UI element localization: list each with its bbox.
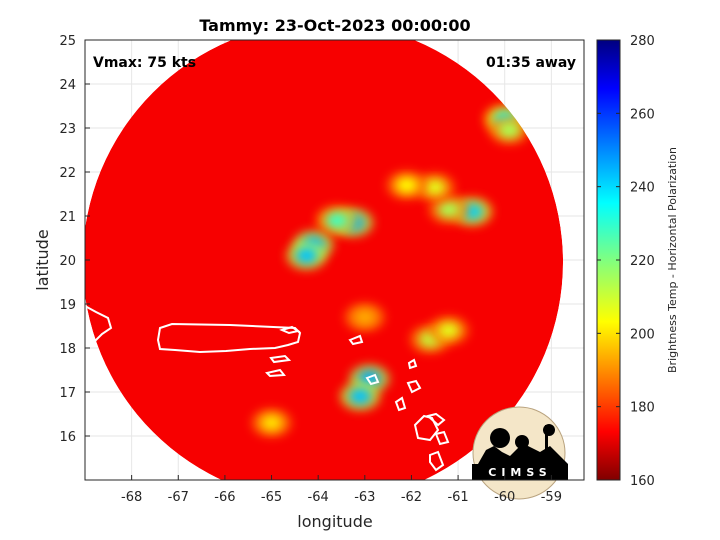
cold-feature <box>353 309 376 326</box>
y-tick-label: 21 <box>59 210 76 225</box>
x-tick-label: -63 <box>354 490 375 505</box>
cold-feature <box>498 122 521 139</box>
cold-feature <box>437 201 460 218</box>
cold-feature <box>295 247 318 264</box>
x-tick-label: -60 <box>494 490 515 505</box>
x-tick-label: -66 <box>214 490 235 505</box>
y-tick-label: 24 <box>59 78 76 93</box>
colorbar-tick-label: 260 <box>630 107 655 122</box>
y-tick-label: 23 <box>59 122 76 137</box>
x-tick-label: -64 <box>308 490 329 505</box>
coastline-hispaniola-tip <box>85 305 113 343</box>
x-axis-ticks: -68 -67 -66 -65 -64 -63 -62 -61 -60 -59 <box>121 475 562 505</box>
y-tick-label: 25 <box>59 34 76 49</box>
y-tick-label: 19 <box>59 298 76 313</box>
x-axis-label: longitude <box>297 512 372 531</box>
colorbar-tick-label: 180 <box>630 401 655 416</box>
cold-feature <box>325 212 348 229</box>
colorbar-tick-label: 160 <box>630 474 655 489</box>
x-tick-label: -59 <box>541 490 562 505</box>
coastlines <box>85 305 450 472</box>
colorbar-tick-label: 240 <box>630 181 655 196</box>
time-away-annotation: 01:35 away <box>486 55 576 71</box>
y-axis-ticks: 16 17 18 19 20 21 22 23 24 25 <box>59 34 90 445</box>
y-tick-label: 18 <box>59 342 76 357</box>
y-axis-label: latitude <box>33 229 52 290</box>
chart-title: Tammy: 23-Oct-2023 00:00:00 <box>199 16 470 35</box>
cold-features <box>251 105 530 437</box>
x-tick-label: -61 <box>447 490 468 505</box>
logo-text: CIMSS <box>488 466 551 479</box>
y-tick-label: 16 <box>59 430 76 445</box>
colorbar-label: Brightness Temp - Horizontal Polarizatio… <box>666 147 679 373</box>
colorbar-ticks: 160 180 200 220 240 260 280 <box>597 34 655 489</box>
cold-feature <box>349 388 372 405</box>
x-tick-label: -62 <box>401 490 422 505</box>
cold-feature <box>260 414 283 431</box>
colorbar-tick-label: 280 <box>630 34 655 49</box>
vmax-annotation: Vmax: 75 kts <box>93 55 196 71</box>
colorbar-tick-label: 200 <box>630 327 655 342</box>
coastline-puerto-rico <box>156 322 302 354</box>
cimss-logo: CIMSS <box>472 406 568 500</box>
swath-layer <box>85 40 564 480</box>
x-tick-label: -68 <box>121 490 142 505</box>
cold-feature <box>395 177 418 194</box>
y-tick-label: 22 <box>59 166 76 181</box>
y-tick-label: 20 <box>59 254 76 269</box>
colorbar-tick-label: 220 <box>630 254 655 269</box>
x-tick-label: -65 <box>261 490 282 505</box>
x-tick-label: -67 <box>168 490 189 505</box>
cold-feature <box>437 322 460 339</box>
y-tick-label: 17 <box>59 386 76 401</box>
cold-feature <box>423 179 446 196</box>
